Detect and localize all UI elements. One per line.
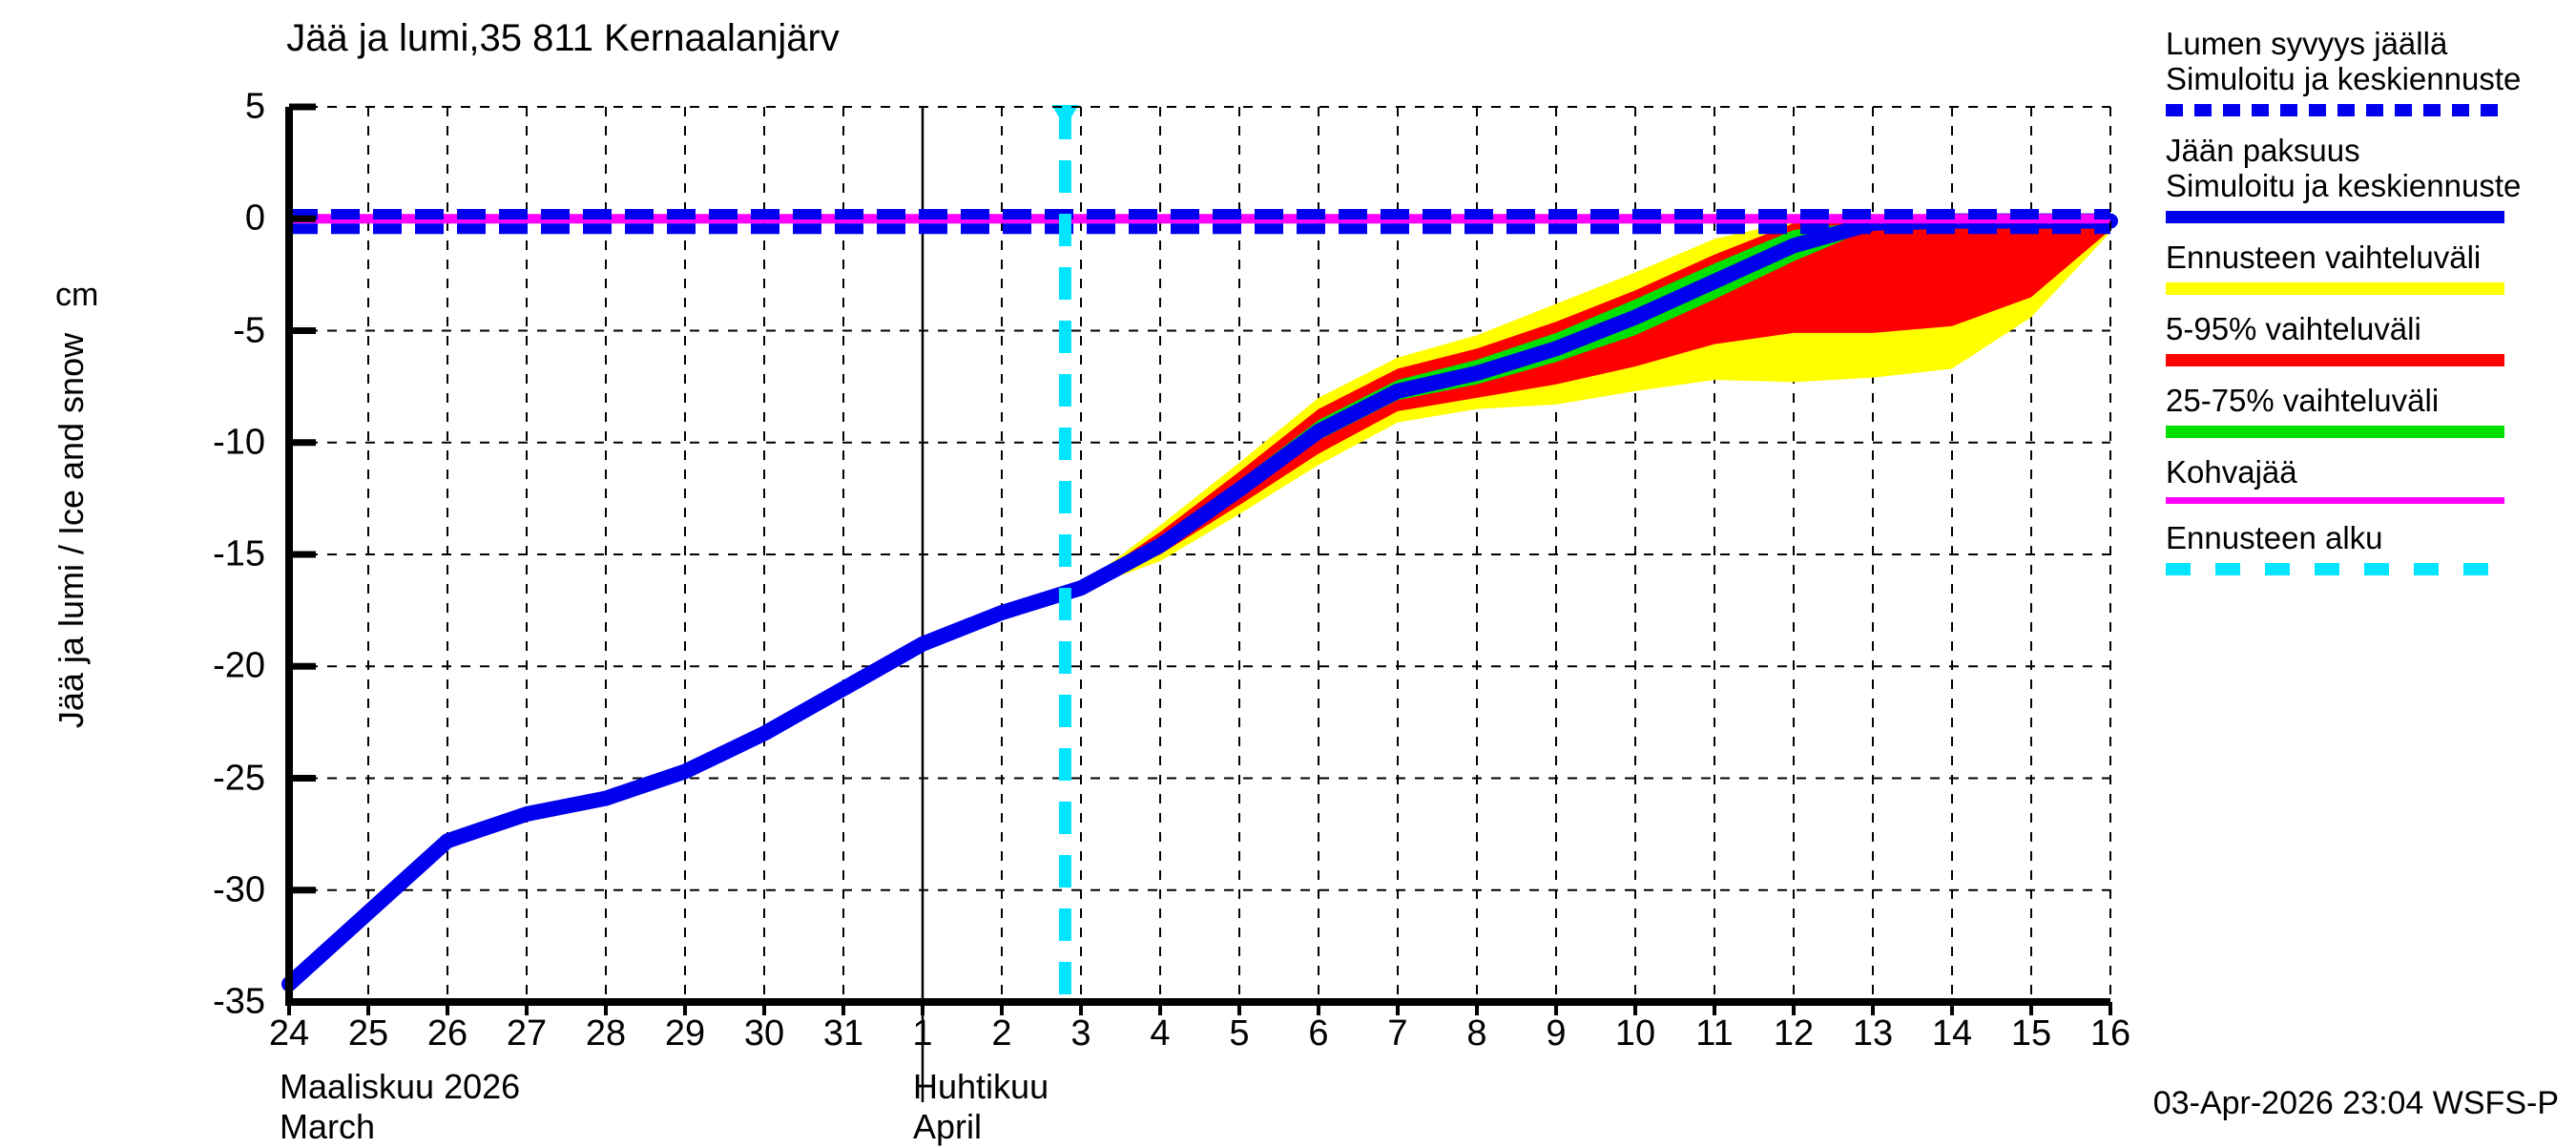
legend-item-heading: 5-95% vaihteluväli <box>2166 310 2421 346</box>
x-tick-label: 24 <box>268 1013 310 1054</box>
x-tick-label: 3 <box>1070 1013 1091 1054</box>
legend-item[interactable]: 5-95% vaihteluväli <box>2166 310 2566 366</box>
x-tick-label: 12 <box>1773 1013 1815 1054</box>
x-tick-label: 30 <box>743 1013 785 1054</box>
x-tick-label: 16 <box>2089 1013 2131 1054</box>
x-tick-label: 11 <box>1695 1013 1734 1054</box>
legend-swatch-solid <box>2166 425 2504 438</box>
forecast-start-marker <box>1051 105 1079 128</box>
legend-item[interactable]: Lumen syvyys jäällä Simuloitu ja keskienn… <box>2166 26 2566 116</box>
x-tick-label: 29 <box>664 1013 706 1054</box>
timestamp: 03-Apr-2026 23:04 WSFS-P <box>2152 1085 2559 1121</box>
legend-item-subtitle: Simuloitu ja keskiennuste <box>2166 60 2522 96</box>
month-label-en: March <box>280 1107 376 1147</box>
x-tick-label: 31 <box>822 1013 864 1054</box>
legend-swatch-thin <box>2166 496 2504 504</box>
x-tick-label: 7 <box>1387 1013 1408 1054</box>
legend-swatch-dashed-blue <box>2166 103 2504 116</box>
legend-swatch-solid <box>2166 353 2504 366</box>
y-tick-label: 5 <box>244 86 265 127</box>
legend-item-heading: Ennusteen vaihteluväli <box>2166 239 2482 275</box>
x-tick-label: 6 <box>1308 1013 1329 1054</box>
x-tick-label: 10 <box>1614 1013 1656 1054</box>
legend-item[interactable]: 25-75% vaihteluväli <box>2166 382 2566 438</box>
x-tick-label: 14 <box>1931 1013 1973 1054</box>
y-tick-label: 0 <box>244 198 265 239</box>
y-tick-label: -20 <box>213 645 265 686</box>
y-axis-unit: cm <box>55 277 99 313</box>
y-tick-label: -5 <box>233 310 265 350</box>
x-tick-label: 5 <box>1229 1013 1250 1054</box>
y-tick-label: -35 <box>213 981 265 1022</box>
chart-title: Jää ja lumi,35 811 Kernaalanjärv <box>286 17 840 59</box>
y-tick-label: -25 <box>213 758 265 798</box>
chart-legend: Lumen syvyys jäällä Simuloitu ja keskienn… <box>2166 26 2566 593</box>
x-tick-label: 28 <box>585 1013 627 1054</box>
x-tick-label: 4 <box>1150 1013 1171 1054</box>
legend-item-heading: 25-75% vaihteluväli <box>2166 382 2440 418</box>
month-label-en: April <box>913 1107 983 1147</box>
x-tick-label: 26 <box>426 1013 468 1054</box>
month-label-fi: Huhtikuu <box>913 1067 1049 1106</box>
band-ff0000 <box>1081 220 2110 591</box>
legend-item-heading: Jään paksuus <box>2166 132 2360 168</box>
x-tick-label: 8 <box>1466 1013 1487 1054</box>
x-tick-label: 2 <box>991 1013 1012 1054</box>
month-label: Maaliskuu 2026 March <box>280 1067 520 1148</box>
x-tick-label: 13 <box>1852 1013 1894 1054</box>
x-tick-label: 9 <box>1546 1013 1567 1054</box>
legend-item-heading: Ennusteen alku <box>2166 519 2383 555</box>
legend-swatch-solid-blue <box>2166 210 2504 223</box>
legend-swatch-dashed-cyan <box>2166 562 2504 575</box>
x-tick-label: 27 <box>506 1013 548 1054</box>
ice-thickness-line <box>281 213 2118 992</box>
x-tick-label: 1 <box>912 1013 933 1054</box>
legend-item-heading: Lumen syvyys jäällä <box>2166 26 2448 61</box>
y-tick-label: -10 <box>213 422 265 463</box>
y-tick-label: -30 <box>213 869 265 910</box>
legend-item-heading: Kohvajää <box>2166 453 2297 490</box>
legend-item[interactable]: Ennusteen vaihteluväli <box>2166 240 2566 295</box>
month-label-fi: Maaliskuu 2026 <box>280 1067 521 1106</box>
x-tick-label: 25 <box>347 1013 389 1054</box>
legend-swatch-solid <box>2166 282 2504 295</box>
month-label: Huhtikuu April <box>913 1067 1049 1148</box>
y-tick-label: -15 <box>213 533 265 574</box>
legend-item-subtitle: Simuloitu ja keskiennuste <box>2166 167 2522 203</box>
legend-item[interactable]: Jään paksuus Simuloitu ja keskiennuste <box>2166 132 2566 223</box>
x-tick-label: 15 <box>2010 1013 2052 1054</box>
legend-item[interactable]: Ennusteen alku <box>2166 519 2566 575</box>
legend-item[interactable]: Kohvajää <box>2166 453 2566 504</box>
